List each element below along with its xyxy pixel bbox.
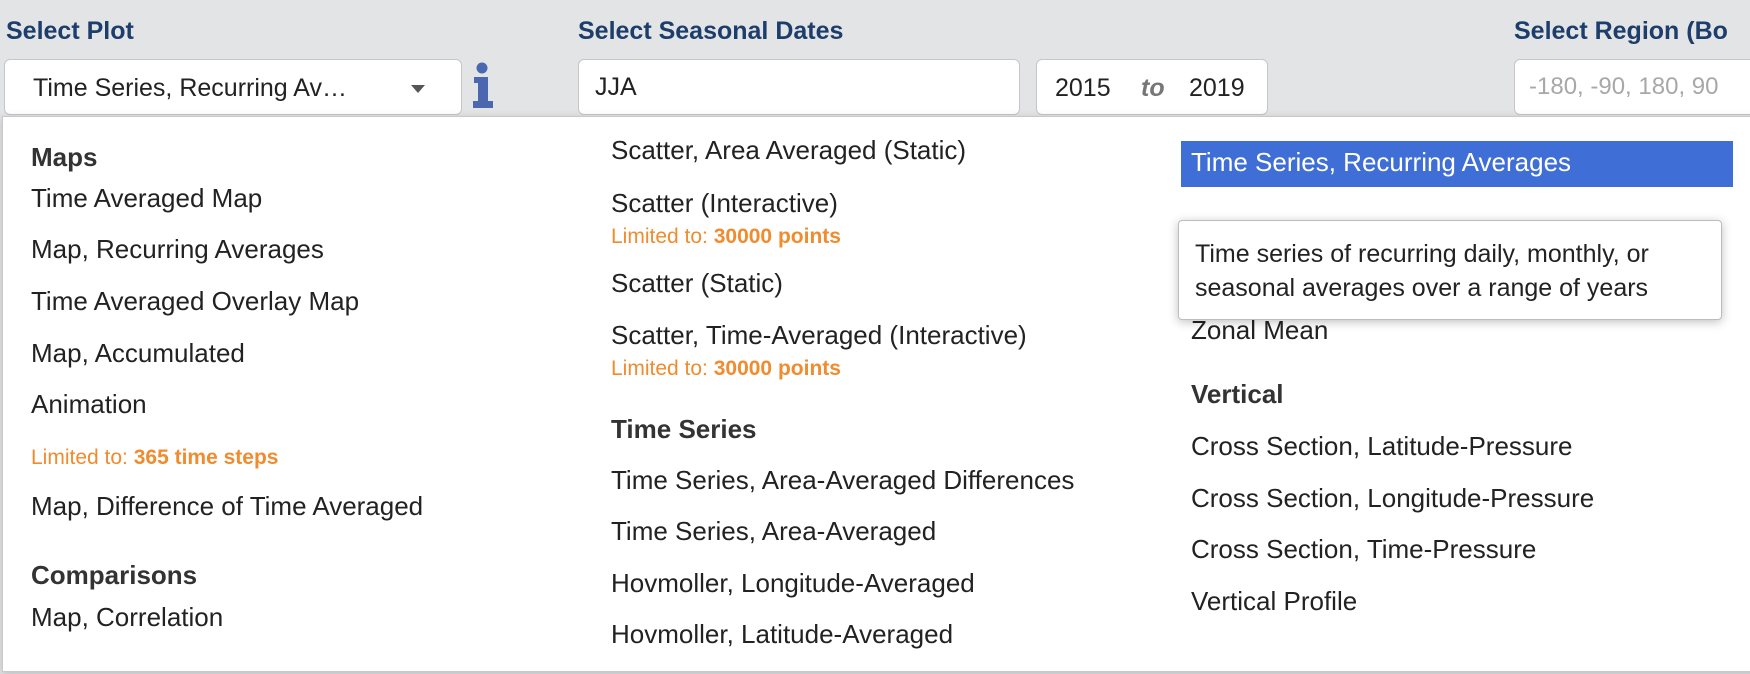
group-title-maps: Maps: [31, 142, 98, 172]
season-input[interactable]: [578, 59, 1020, 115]
plot-type-select-value: Time Series, Recurring Av…: [33, 74, 347, 102]
menu-item-time-averaged-overlay-map[interactable]: Time Averaged Overlay Map: [31, 286, 360, 316]
menu-item-map-difference-time-averaged[interactable]: Map, Difference of Time Averaged: [31, 491, 424, 521]
group-title-comparisons: Comparisons: [31, 560, 198, 590]
caret-down-icon: [411, 85, 425, 93]
menu-item-scatter-interactive[interactable]: Scatter (Interactive): [611, 188, 838, 218]
end-year[interactable]: 2019: [1189, 74, 1245, 102]
group-title-time-series: Time Series: [611, 414, 757, 444]
menu-item-scatter-static[interactable]: Scatter (Static): [611, 268, 783, 298]
group-title-vertical: Vertical: [1191, 379, 1284, 409]
start-year[interactable]: 2015: [1055, 74, 1111, 102]
menu-item-time-series-recurring-averages[interactable]: Time Series, Recurring Averages: [1181, 141, 1733, 187]
scatter-interactive-limit-note: Limited to: 30000 points: [611, 225, 841, 248]
menu-item-zonal-mean[interactable]: Zonal Mean: [1191, 315, 1329, 345]
menu-item-time-series-area-averaged[interactable]: Time Series, Area-Averaged: [611, 516, 937, 546]
menu-item-time-averaged-map[interactable]: Time Averaged Map: [31, 183, 263, 213]
menu-item-hovmoller-latitude-averaged[interactable]: Hovmoller, Latitude-Averaged: [611, 619, 954, 649]
info-icon[interactable]: [470, 62, 494, 110]
year-range-separator: to: [1141, 74, 1165, 102]
menu-item-map-correlation[interactable]: Map, Correlation: [31, 602, 224, 632]
menu-item-cross-section-latitude-pressure[interactable]: Cross Section, Latitude-Pressure: [1191, 431, 1573, 461]
region-bbox-input[interactable]: [1514, 59, 1750, 115]
menu-item-cross-section-time-pressure[interactable]: Cross Section, Time-Pressure: [1191, 534, 1537, 564]
menu-item-animation[interactable]: Animation: [31, 389, 147, 419]
tooltip-line-1: Time series of recurring daily, monthly,…: [1195, 240, 1649, 268]
menu-item-map-accumulated[interactable]: Map, Accumulated: [31, 338, 245, 368]
tooltip-line-2: seasonal averages over a range of years: [1195, 274, 1649, 302]
menu-item-scatter-time-averaged-interactive[interactable]: Scatter, Time-Averaged (Interactive): [611, 320, 1027, 350]
year-range-control[interactable]: 2015 to 2019: [1036, 59, 1268, 115]
menu-item-hovmoller-longitude-averaged[interactable]: Hovmoller, Longitude-Averaged: [611, 568, 975, 598]
scatter-time-averaged-limit-note: Limited to: 30000 points: [611, 357, 841, 380]
menu-item-time-series-area-averaged-differences[interactable]: Time Series, Area-Averaged Differences: [611, 465, 1075, 495]
select-region-label: Select Region (Bo: [1514, 17, 1728, 45]
menu-item-cross-section-longitude-pressure[interactable]: Cross Section, Longitude-Pressure: [1191, 483, 1595, 513]
animation-limit-note: Limited to: 365 time steps: [31, 446, 279, 469]
menu-item-scatter-area-averaged-static[interactable]: Scatter, Area Averaged (Static): [611, 135, 967, 165]
select-seasonal-dates-label: Select Seasonal Dates: [578, 17, 844, 45]
plot-type-select[interactable]: Time Series, Recurring Av…: [4, 59, 462, 115]
menu-item-vertical-profile[interactable]: Vertical Profile: [1191, 586, 1358, 616]
plot-description-tooltip: Time series of recurring daily, monthly,…: [1178, 220, 1722, 320]
menu-item-map-recurring-averages[interactable]: Map, Recurring Averages: [31, 234, 324, 264]
plot-type-dropdown-menu: Maps Time Averaged Map Map, Recurring Av…: [2, 116, 1750, 672]
select-plot-label: Select Plot: [6, 17, 134, 45]
